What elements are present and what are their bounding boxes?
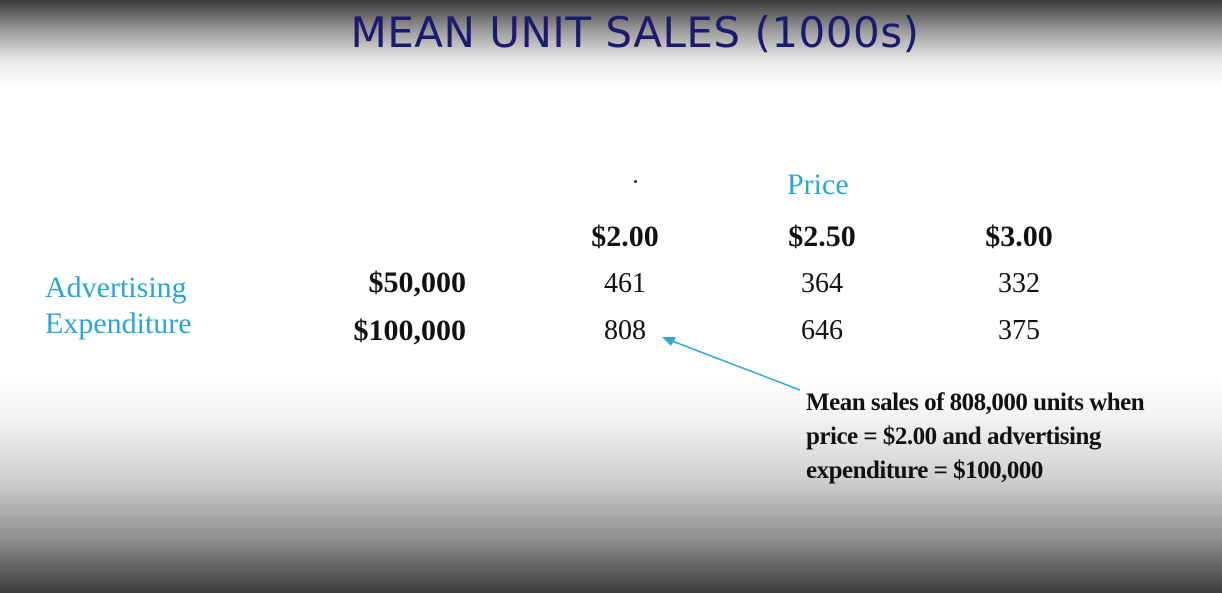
- advertising-expenditure-group-label: Advertising Expenditure: [45, 270, 192, 342]
- table-cell: 461: [604, 268, 646, 299]
- table-cell: 364: [801, 268, 843, 299]
- row-label-100000: $100,000: [353, 314, 467, 347]
- table-cell: 332: [998, 268, 1040, 299]
- annotation-line-2: price = $2.00 and advertising: [806, 423, 1101, 450]
- table-cell: 646: [801, 315, 843, 346]
- annotation-line-3: expenditure = $100,000: [806, 457, 1043, 484]
- column-header-price-2-00: $2.00: [591, 220, 659, 253]
- slide-title: MEAN UNIT SALES (1000s): [350, 8, 920, 57]
- table-cell-highlighted: 808: [604, 315, 646, 346]
- annotation-line-1: Mean sales of 808,000 units when: [806, 389, 1145, 416]
- column-header-price-2-50: $2.50: [788, 220, 856, 253]
- table-cell: 375: [998, 315, 1040, 346]
- stray-dot: [634, 180, 637, 183]
- annotation-text: Mean sales of 808,000 units when price =…: [806, 386, 1206, 488]
- group-label-line-1: Advertising: [45, 271, 187, 304]
- price-column-group-label: Price: [787, 168, 849, 201]
- arrow-line: [671, 340, 801, 391]
- group-label-line-2: Expenditure: [45, 307, 192, 340]
- row-label-50000: $50,000: [368, 266, 467, 299]
- arrow-head: [662, 337, 676, 346]
- column-header-price-3-00: $3.00: [985, 220, 1053, 253]
